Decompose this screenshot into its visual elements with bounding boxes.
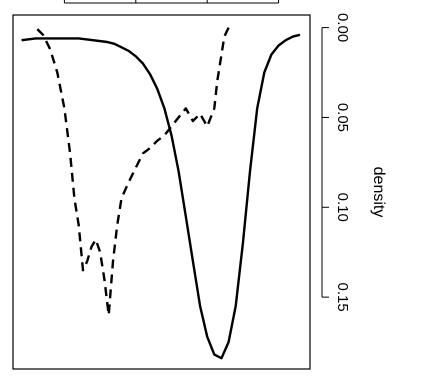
series-layer (21, 26, 301, 360)
solid-density-line (21, 33, 301, 360)
dashed-density-line (34, 26, 230, 317)
y-axis-title: density (370, 167, 387, 218)
y-tick-label: 0.05 (334, 103, 351, 132)
rotated-plot-group: -50510 0.000.050.100.15 x 2 density (12, 0, 387, 370)
y-tick-label: 0.00 (334, 13, 351, 42)
y-tick-label: 0.10 (334, 193, 351, 222)
y-tick-label: 0.15 (334, 283, 351, 312)
plot-frame (12, 14, 311, 370)
y-tick-group: 0.00 0.05 0.10 0.15 (322, 13, 351, 312)
x-tick-group: -50510 (63, 0, 280, 3)
